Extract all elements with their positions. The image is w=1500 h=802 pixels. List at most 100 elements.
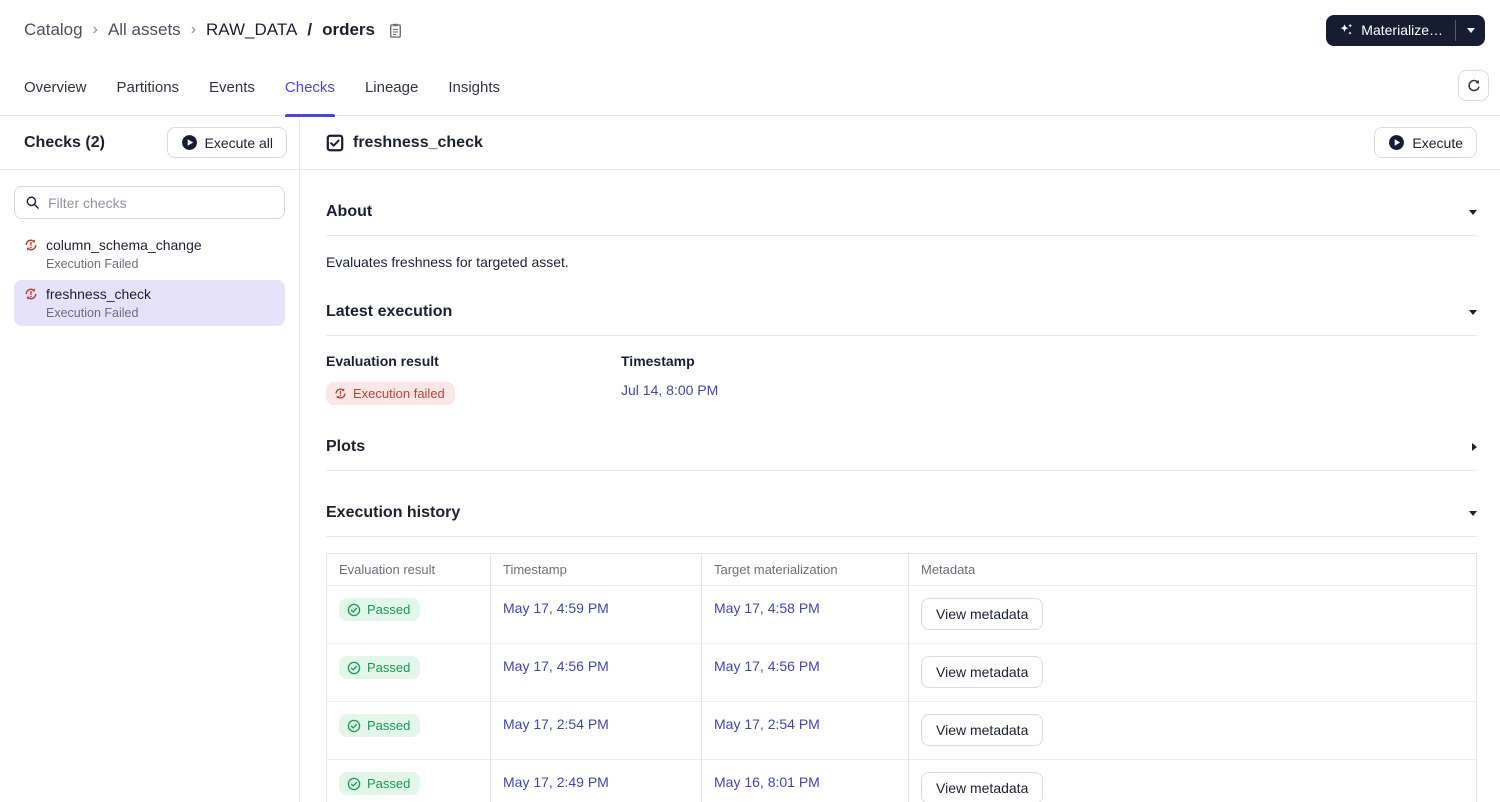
- latest-execution-timestamp-link[interactable]: Jul 14, 8:00 PM: [621, 382, 719, 398]
- execution-failed-badge-label: Execution failed: [353, 386, 445, 401]
- chevron-right-icon: ›: [92, 21, 98, 38]
- check-status: Execution Failed: [46, 306, 139, 320]
- execution-failed-badge: Execution failed: [326, 382, 455, 405]
- plots-heading: Plots: [326, 438, 366, 455]
- tab-events[interactable]: Events: [209, 79, 255, 96]
- breadcrumb-all-assets[interactable]: All assets: [107, 20, 181, 39]
- check-name: column_schema_change: [46, 237, 202, 253]
- about-section-header: About: [326, 170, 1477, 236]
- collapse-execution-history-icon[interactable]: [1469, 510, 1477, 516]
- collapse-about-icon[interactable]: [1469, 209, 1477, 215]
- materialize-split-button: Materialize…: [1326, 14, 1485, 46]
- about-description: Evaluates freshness for targeted asset.: [326, 254, 569, 270]
- sparkles-icon: [1338, 22, 1354, 38]
- execute-button[interactable]: Execute: [1374, 127, 1477, 158]
- chevron-down-icon: [1466, 27, 1475, 33]
- view-metadata-button[interactable]: View metadata: [921, 714, 1044, 746]
- breadcrumb-asset-name: orders: [322, 20, 375, 39]
- filter-checks-field: [14, 186, 285, 219]
- view-metadata-button[interactable]: View metadata: [921, 656, 1044, 688]
- check-circle-icon: [347, 719, 361, 732]
- passed-badge-label: Passed: [367, 776, 411, 791]
- target-materialization-link[interactable]: May 17, 2:54 PM: [714, 716, 820, 732]
- check-circle-icon: [347, 777, 361, 790]
- view-metadata-button[interactable]: View metadata: [921, 772, 1044, 802]
- checks-list: column_schema_change Execution Failed fr…: [0, 231, 299, 326]
- execution-failed-icon: [25, 239, 37, 251]
- chevron-right-icon: ›: [190, 21, 197, 38]
- refresh-icon: [1467, 79, 1480, 91]
- tab-overview[interactable]: Overview: [24, 79, 87, 96]
- execution-timestamp-link[interactable]: May 17, 4:56 PM: [503, 658, 609, 674]
- check-box-icon: [326, 134, 344, 151]
- execution-failed-icon: [335, 388, 346, 399]
- tab-insights[interactable]: Insights: [448, 79, 501, 96]
- table-row: Passed May 17, 2:49 PM May 16, 8:01 PM V…: [326, 759, 1477, 802]
- latest-execution-heading: Latest execution: [326, 303, 453, 320]
- check-name: freshness_check: [46, 286, 152, 302]
- check-list-item-freshness-check[interactable]: freshness_check Execution Failed: [14, 280, 285, 326]
- passed-badge: Passed: [339, 714, 421, 737]
- latest-execution-details: Evaluation result Execution failed: [326, 336, 1477, 405]
- top-bar: Catalog › All assets › RAW_DATA / orders: [0, 0, 1500, 60]
- table-row: Passed May 17, 4:59 PM May 17, 4:58 PM V…: [326, 585, 1477, 644]
- search-icon: [26, 196, 39, 209]
- copy-asset-name-icon[interactable]: [387, 22, 404, 39]
- sidebar-header: Checks (2) Execute all: [0, 116, 299, 170]
- tab-checks[interactable]: Checks: [284, 60, 335, 117]
- table-row: Passed May 17, 4:56 PM May 17, 4:56 PM V…: [326, 643, 1477, 702]
- column-header-timestamp: Timestamp: [490, 553, 702, 586]
- execution-history-heading: Execution history: [326, 504, 461, 521]
- play-circle-icon: [1389, 135, 1405, 150]
- execution-timestamp-link[interactable]: May 17, 2:54 PM: [503, 716, 609, 732]
- latest-execution-section-header: Latest execution: [326, 270, 1477, 336]
- check-status: Execution Failed: [46, 257, 139, 271]
- timestamp-label: Timestamp: [621, 353, 695, 369]
- passed-badge: Passed: [339, 598, 421, 621]
- execute-all-button[interactable]: Execute all: [166, 127, 287, 158]
- execution-timestamp-link[interactable]: May 17, 2:49 PM: [503, 774, 609, 790]
- check-circle-icon: [347, 603, 361, 616]
- materialize-button[interactable]: Materialize…: [1326, 15, 1455, 46]
- column-header-metadata: Metadata: [908, 553, 1477, 586]
- materialize-button-label: Materialize…: [1361, 22, 1443, 38]
- materialize-dropdown-button[interactable]: [1456, 15, 1485, 46]
- execute-button-label: Execute: [1412, 134, 1463, 151]
- evaluation-result-label: Evaluation result: [326, 353, 439, 369]
- filter-checks-input[interactable]: [48, 194, 274, 211]
- tab-partitions[interactable]: Partitions: [116, 79, 180, 96]
- passed-badge-label: Passed: [367, 602, 411, 617]
- check-detail-header: freshness_check Execute: [300, 116, 1500, 170]
- breadcrumb: Catalog › All assets › RAW_DATA / orders: [24, 20, 404, 40]
- check-detail-panel: freshness_check Execute About Evaluates …: [300, 116, 1500, 802]
- column-header-target-materialization: Target materialization: [701, 553, 909, 586]
- check-circle-icon: [347, 661, 361, 674]
- tab-bar: Overview Partitions Events Checks Lineag…: [0, 60, 1500, 117]
- execution-timestamp-link[interactable]: May 17, 4:59 PM: [503, 600, 609, 616]
- page-title: freshness_check: [353, 133, 483, 151]
- expand-plots-icon[interactable]: [1472, 443, 1477, 451]
- execution-history-section-header: Execution history: [326, 471, 1477, 537]
- passed-badge: Passed: [339, 772, 421, 795]
- breadcrumb-separator: /: [307, 20, 313, 39]
- table-row: Passed May 17, 2:54 PM May 17, 2:54 PM V…: [326, 701, 1477, 760]
- button-divider: [1455, 19, 1456, 41]
- refresh-button[interactable]: [1458, 70, 1489, 101]
- breadcrumb-asset-group[interactable]: RAW_DATA: [206, 20, 298, 39]
- view-metadata-button[interactable]: View metadata: [921, 598, 1044, 630]
- collapse-latest-execution-icon[interactable]: [1469, 309, 1477, 315]
- target-materialization-link[interactable]: May 17, 4:56 PM: [714, 658, 820, 674]
- play-circle-icon: [181, 135, 197, 150]
- passed-badge-label: Passed: [367, 718, 411, 733]
- table-header-row: Evaluation result Timestamp Target mater…: [326, 553, 1477, 586]
- target-materialization-link[interactable]: May 17, 4:58 PM: [714, 600, 820, 616]
- column-header-evaluation-result: Evaluation result: [326, 553, 491, 586]
- about-heading: About: [326, 203, 373, 220]
- check-list-item-column-schema-change[interactable]: column_schema_change Execution Failed: [14, 231, 285, 277]
- tab-lineage[interactable]: Lineage: [364, 79, 419, 96]
- target-materialization-link[interactable]: May 16, 8:01 PM: [714, 774, 820, 790]
- plots-section-header: Plots: [326, 405, 1477, 471]
- passed-badge-label: Passed: [367, 660, 411, 675]
- page-body: Checks (2) Execute all: [0, 116, 1500, 802]
- breadcrumb-catalog[interactable]: Catalog: [24, 20, 83, 39]
